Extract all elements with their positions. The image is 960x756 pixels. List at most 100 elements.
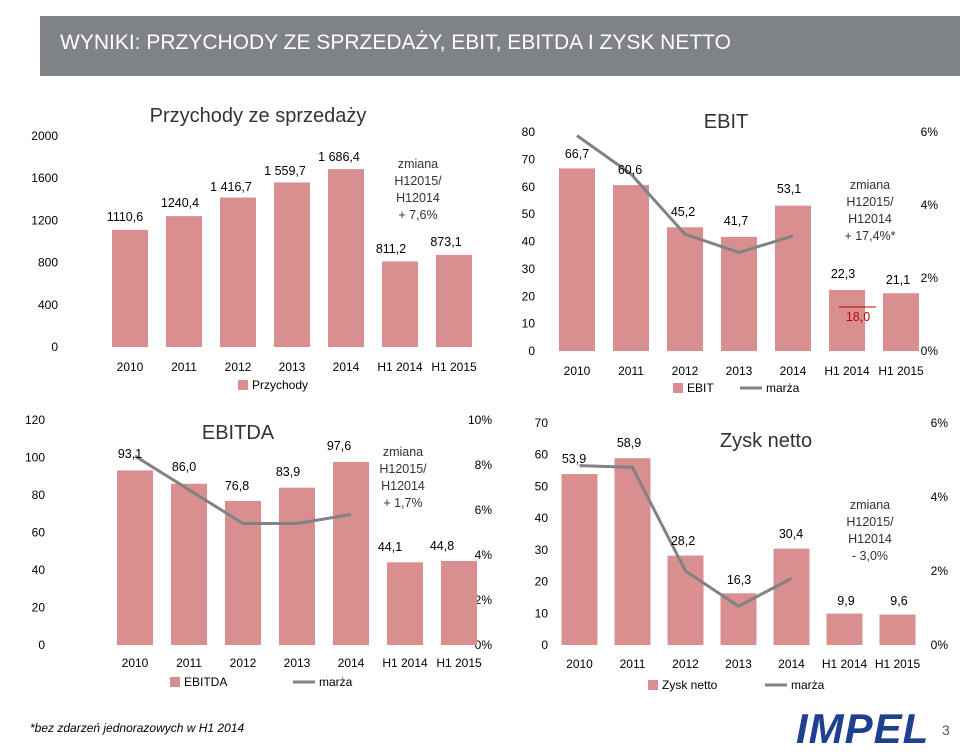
y-tick-label: 80 xyxy=(32,488,46,502)
change-annotation: H12014 xyxy=(381,479,425,493)
slide-title: WYNIKI: PRZYCHODY ZE SPRZEDAŻY, EBIT, EB… xyxy=(60,31,731,54)
category-label: 2014 xyxy=(780,364,807,378)
y-tick-label: 0 xyxy=(541,638,548,652)
category-label: H1 2014 xyxy=(382,656,428,670)
category-label: 2011 xyxy=(171,360,197,374)
bar xyxy=(328,169,364,347)
y-tick-label: 1600 xyxy=(31,171,58,185)
y-tick-label: 20 xyxy=(522,289,536,303)
y-tick-label: 40 xyxy=(522,235,536,249)
y2-tick-label: 4% xyxy=(475,548,493,562)
bar xyxy=(561,474,598,645)
chart-title: Przychody ze sprzedaży xyxy=(150,105,367,127)
legend-swatch-bar xyxy=(648,680,658,690)
change-annotation: zmiana xyxy=(383,445,423,459)
y-tick-label: 30 xyxy=(535,543,549,557)
margin-line xyxy=(576,134,794,254)
brand-name: IMPEL xyxy=(796,705,930,752)
data-label: 66,7 xyxy=(565,147,589,161)
data-label: 873,1 xyxy=(430,235,461,249)
y2-tick-label: 0% xyxy=(921,344,939,358)
data-label: 53,1 xyxy=(777,182,801,196)
category-label: 2012 xyxy=(230,656,257,670)
data-label: 45,2 xyxy=(671,205,695,219)
data-label: 1 686,4 xyxy=(318,150,360,164)
category-label: 2014 xyxy=(333,360,360,374)
category-label: 2013 xyxy=(279,360,306,374)
data-label: 811,2 xyxy=(376,242,406,256)
legend-swatch-bar xyxy=(238,380,248,390)
category-label: 2011 xyxy=(618,364,644,378)
bar xyxy=(721,236,757,351)
revenue-chart: 0 400 800 1200 1600 2000 2010 2011 2012 2013 2014 H… xyxy=(31,105,477,392)
data-label: 1240,4 xyxy=(161,196,199,210)
y-tick-label: 60 xyxy=(522,180,536,194)
net-profit-chart: 0 10 20 30 40 50 60 70 0% 2% 4% 6% 2010 2011 2012 2013 2… xyxy=(535,416,949,692)
category-label: 2010 xyxy=(564,364,591,378)
change-annotation: - 3,0% xyxy=(852,549,888,563)
bar xyxy=(883,293,919,351)
change-annotation: + 17,4%* xyxy=(844,229,895,243)
y-tick-label: 40 xyxy=(32,563,46,577)
data-label: 1 559,7 xyxy=(264,164,306,178)
data-label: 22,3 xyxy=(831,267,855,281)
legend-label: Zysk netto xyxy=(662,678,718,692)
data-label: 83,9 xyxy=(276,465,300,479)
category-label: H1 2015 xyxy=(431,360,477,374)
data-label: 44,8 xyxy=(430,539,454,553)
y-tick-label: 80 xyxy=(522,125,536,139)
y-tick-label: 0 xyxy=(528,344,535,358)
chart-title: EBITDA xyxy=(202,422,275,444)
data-label: 41,7 xyxy=(724,214,748,228)
y-tick-label: 100 xyxy=(25,451,45,465)
bar xyxy=(436,254,472,347)
y2-tick-label: 0% xyxy=(475,638,493,652)
change-annotation: + 1,7% xyxy=(383,496,422,510)
bar xyxy=(171,483,207,645)
y2-tick-label: 6% xyxy=(921,125,939,139)
category-label: 2012 xyxy=(225,360,252,374)
legend-label: marża xyxy=(766,381,800,395)
bar xyxy=(279,487,315,645)
margin-line xyxy=(579,464,793,608)
category-label: 2012 xyxy=(672,364,699,378)
bar xyxy=(614,458,651,645)
change-annotation: H12015/ xyxy=(394,174,442,188)
y-tick-label: 30 xyxy=(522,262,536,276)
category-label: 2011 xyxy=(176,656,202,670)
change-annotation: H12014 xyxy=(848,212,892,226)
y-tick-label: 400 xyxy=(38,298,58,312)
bar xyxy=(720,593,757,645)
y-tick-label: 10 xyxy=(522,317,536,331)
y2-tick-label: 6% xyxy=(931,416,949,430)
category-label: 2011 xyxy=(620,657,646,671)
data-label: 93,1 xyxy=(118,447,142,461)
footnote: *bez zdarzeń jednorazowych w H1 2014 xyxy=(30,721,245,735)
y-tick-label: 60 xyxy=(535,448,549,462)
bar xyxy=(117,470,153,645)
data-label: 9,6 xyxy=(890,594,907,608)
category-label: 2013 xyxy=(726,364,753,378)
y-tick-label: 800 xyxy=(38,256,58,270)
bar xyxy=(775,205,811,351)
data-label: 21,1 xyxy=(886,273,910,287)
category-label: 2010 xyxy=(117,360,144,374)
impel-logo: IMPEL xyxy=(796,705,929,753)
bar xyxy=(559,168,595,351)
legend-swatch-bar xyxy=(673,383,683,393)
y2-tick-label: 2% xyxy=(921,271,939,285)
data-label: 16,3 xyxy=(727,573,751,587)
y-tick-label: 70 xyxy=(522,152,536,166)
category-label: 2013 xyxy=(725,657,752,671)
data-label: 44,1 xyxy=(378,540,402,554)
bar xyxy=(382,261,418,347)
legend-swatch-bar xyxy=(170,677,180,687)
chart-title: Zysk netto xyxy=(720,430,812,452)
change-annotation: + 7,6% xyxy=(398,208,437,222)
bar xyxy=(826,613,863,645)
category-label: H1 2014 xyxy=(824,364,870,378)
category-label: 2012 xyxy=(672,657,699,671)
change-annotation: H12014 xyxy=(848,532,892,546)
y-tick-label: 20 xyxy=(535,575,549,589)
y2-tick-label: 4% xyxy=(931,490,949,504)
